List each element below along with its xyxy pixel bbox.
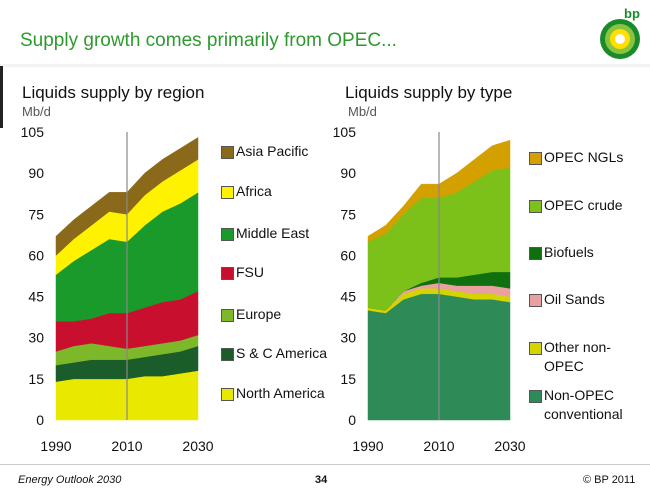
chart2-xtick: 2030 [494,438,525,454]
chart2-ytick: 45 [340,289,356,305]
chart2-xtick: 1990 [352,438,383,454]
legend-label: Africa [236,183,272,199]
legend-label: Oil Sands [544,291,605,307]
legend-label: S & C America [236,345,328,361]
chart1-xtick: 2010 [111,438,142,454]
chart1-xtick: 1990 [40,438,71,454]
legend-swatch [221,267,234,280]
chart2-title: Liquids supply by type [345,83,513,102]
chart2-ytick: 90 [340,165,356,181]
footer-rule [0,464,650,465]
legend-swatch [221,228,234,241]
chart2-ytick: 75 [340,206,356,222]
legend-swatch [221,186,234,199]
legend-label: North America [236,385,325,401]
legend-swatch [529,294,542,307]
chart2-ylabel: Mb/d [348,104,377,119]
chart1-ytick: 75 [28,206,44,222]
legend-label: Asia Pacific [236,143,309,159]
chart1-ytick: 0 [36,412,44,428]
legend-label: Biofuels [544,244,594,260]
chart2-ytick: 60 [340,247,356,263]
chart1-ytick: 30 [28,330,44,346]
legend-swatch [529,247,542,260]
chart1-xtick: 2030 [182,438,213,454]
legend-swatch [529,342,542,355]
legend-swatch [221,348,234,361]
chart2-xtick: 2010 [423,438,454,454]
chart1-ytick: 90 [28,165,44,181]
chart1-ytick: 45 [28,289,44,305]
left-accent-bar [0,66,3,128]
chart1-ytick: 15 [28,371,44,387]
legend-swatch [221,146,234,159]
legend-label: Non-OPEC conventional [544,387,623,422]
chart2-ytick: 15 [340,371,356,387]
legend-swatch [529,152,542,165]
chart1-title: Liquids supply by region [22,83,205,102]
page-title: Supply growth comes primarily from OPEC.… [20,30,397,51]
legend-label: Europe [236,306,282,322]
legend-label: Middle East [236,225,310,241]
legend-swatch [221,309,234,322]
bp-logo-text: bp [624,6,640,21]
legend-swatch [529,390,542,403]
legend-label: FSU [236,264,264,280]
chart1-ytick: 105 [21,124,45,140]
legend-swatch [221,388,234,401]
footer-source: Energy Outlook 2030 [18,474,122,486]
page-number: 34 [315,474,328,486]
chart2-ytick: 105 [333,124,357,140]
legend-label: OPEC crude [544,197,623,213]
header-rule [0,64,650,67]
chart2-ytick: 0 [348,412,356,428]
copyright: © BP 2011 [583,474,636,486]
legend-label: Other non-OPEC [544,339,611,374]
chart1-ytick: 60 [28,247,44,263]
chart1-ylabel: Mb/d [22,104,51,119]
bp-helios-logo-icon [600,19,640,59]
chart2-ytick: 30 [340,330,356,346]
legend-label: OPEC NGLs [544,149,624,165]
legend-swatch [529,200,542,213]
